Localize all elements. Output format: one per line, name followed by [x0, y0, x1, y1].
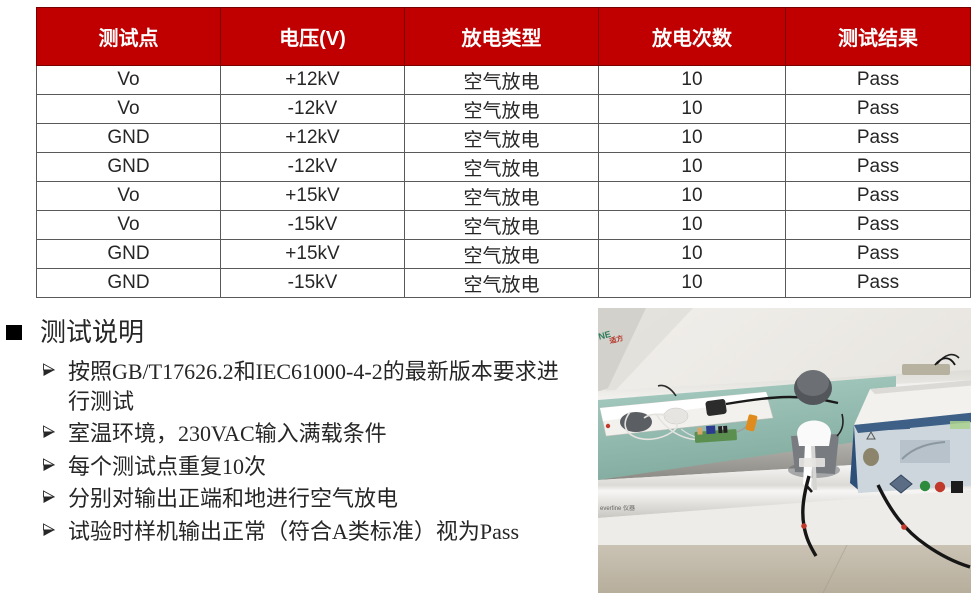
svg-text:everfine 仪器: everfine 仪器 — [600, 505, 635, 512]
